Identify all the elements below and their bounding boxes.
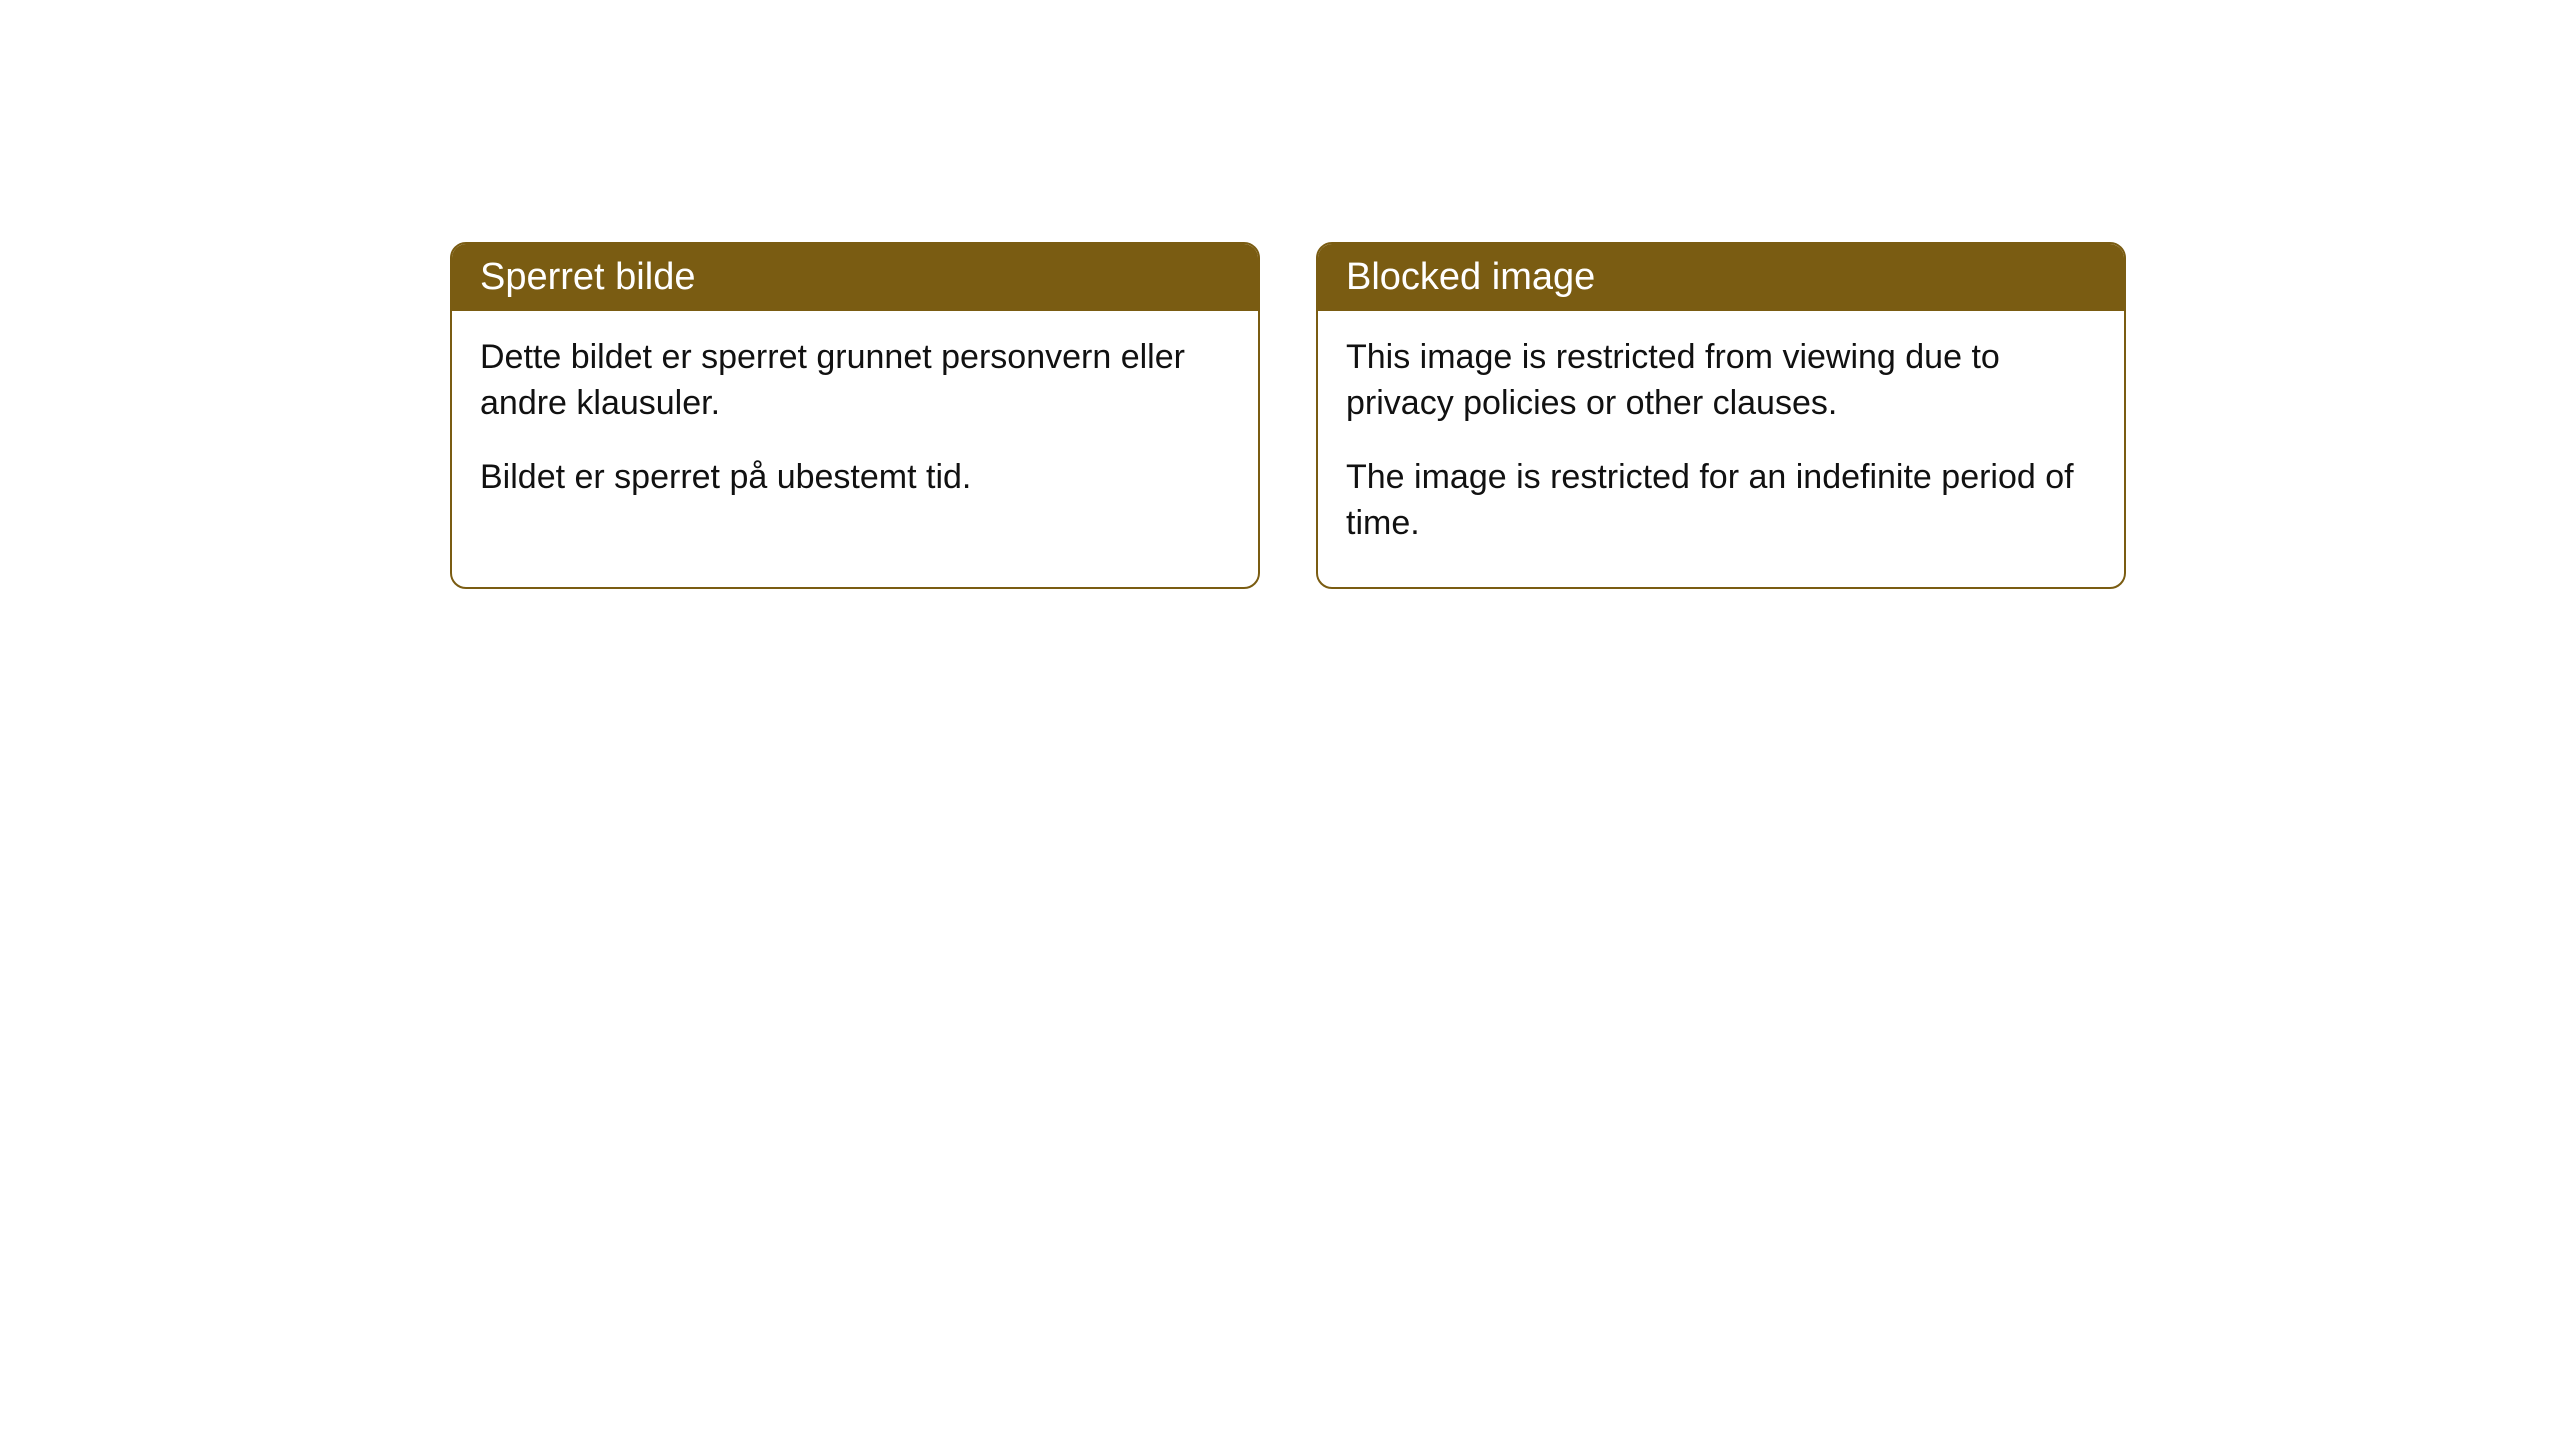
card-paragraph-1: Dette bildet er sperret grunnet personve… [480, 335, 1230, 427]
blocked-image-card-norwegian: Sperret bilde Dette bildet er sperret gr… [450, 242, 1260, 589]
card-body-norwegian: Dette bildet er sperret grunnet personve… [452, 311, 1258, 541]
card-paragraph-2: The image is restricted for an indefinit… [1346, 455, 2096, 547]
card-paragraph-2: Bildet er sperret på ubestemt tid. [480, 455, 1230, 501]
card-body-english: This image is restricted from viewing du… [1318, 311, 2124, 587]
card-title-english: Blocked image [1318, 244, 2124, 311]
card-paragraph-1: This image is restricted from viewing du… [1346, 335, 2096, 427]
notice-cards-container: Sperret bilde Dette bildet er sperret gr… [450, 242, 2126, 589]
card-title-norwegian: Sperret bilde [452, 244, 1258, 311]
blocked-image-card-english: Blocked image This image is restricted f… [1316, 242, 2126, 589]
